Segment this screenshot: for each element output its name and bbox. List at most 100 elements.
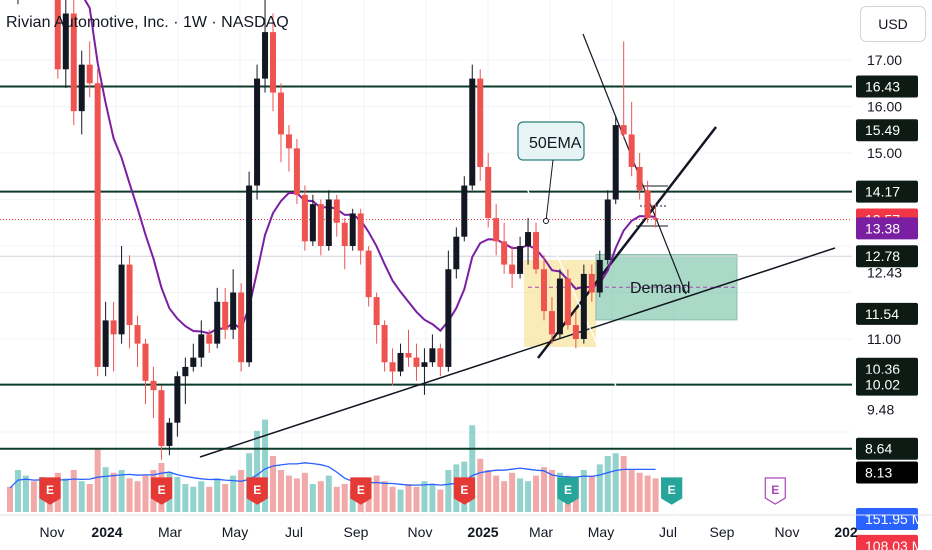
candle[interactable] — [246, 171, 253, 367]
candle[interactable] — [150, 366, 157, 419]
earnings-marker[interactable]: E — [150, 477, 173, 505]
candle[interactable] — [54, 0, 61, 79]
candle[interactable] — [429, 334, 436, 367]
candle[interactable] — [445, 250, 452, 372]
candle[interactable] — [325, 190, 332, 251]
earnings-marker[interactable]: E — [764, 477, 786, 505]
candle[interactable] — [158, 385, 165, 460]
candle[interactable] — [556, 269, 563, 339]
price-label[interactable]: 16.43 — [856, 75, 918, 98]
candle[interactable] — [413, 343, 420, 381]
currency-button[interactable]: USD — [860, 6, 926, 42]
candle[interactable] — [222, 287, 229, 339]
candle[interactable] — [15, 0, 21, 5]
candle[interactable] — [190, 343, 197, 372]
candle[interactable] — [285, 125, 292, 172]
candle[interactable] — [333, 194, 340, 237]
steep-trendline[interactable] — [537, 126, 717, 359]
candle[interactable] — [405, 329, 412, 367]
ema-50-line[interactable] — [10, 0, 656, 335]
candle[interactable] — [540, 255, 547, 321]
earnings-marker[interactable]: E — [350, 477, 372, 505]
price-label[interactable]: 14.17 — [856, 180, 918, 203]
candle[interactable] — [588, 264, 595, 302]
price-label[interactable]: 10.02 — [856, 373, 918, 396]
candle[interactable] — [421, 348, 428, 395]
earnings-marker[interactable]: E — [39, 477, 61, 505]
candle[interactable] — [548, 297, 555, 344]
price-label[interactable]: 108.03 M — [856, 534, 923, 550]
candle[interactable] — [62, 0, 69, 88]
candle[interactable] — [604, 190, 611, 265]
candle[interactable] — [341, 218, 348, 270]
candle[interactable] — [517, 236, 524, 279]
candle[interactable] — [477, 69, 484, 181]
candle[interactable] — [254, 64, 261, 200]
candle[interactable] — [293, 139, 300, 205]
candle[interactable] — [572, 311, 579, 349]
candle[interactable] — [70, 0, 77, 126]
candle[interactable] — [485, 153, 492, 228]
descending-channel-line[interactable] — [459, 39, 621, 396]
candle[interactable] — [238, 283, 245, 372]
candle[interactable] — [214, 287, 221, 349]
candle[interactable] — [628, 101, 635, 177]
candle[interactable] — [397, 343, 404, 377]
candle[interactable] — [270, 13, 277, 112]
candle[interactable] — [126, 255, 133, 349]
price-label[interactable]: 15.49 — [856, 119, 918, 142]
candle[interactable] — [501, 222, 508, 274]
earnings-marker[interactable]: E — [661, 477, 683, 505]
candle[interactable] — [652, 204, 659, 228]
candle[interactable] — [620, 41, 627, 140]
candle[interactable] — [525, 218, 532, 265]
earnings-marker[interactable]: E — [557, 477, 579, 505]
candle[interactable] — [349, 208, 356, 251]
candle[interactable] — [357, 208, 364, 265]
earnings-marker[interactable]: E — [453, 477, 476, 505]
ascending-trendline[interactable] — [199, 247, 836, 458]
candle[interactable] — [198, 320, 205, 367]
ema-callout-box[interactable] — [517, 121, 585, 161]
candle[interactable] — [373, 292, 380, 344]
candle[interactable] — [78, 50, 85, 135]
candle[interactable] — [596, 250, 603, 298]
candle[interactable] — [564, 269, 571, 330]
candle[interactable] — [389, 348, 396, 386]
candle[interactable] — [469, 64, 476, 191]
candle[interactable] — [453, 227, 460, 279]
price-label[interactable]: 11.54 — [856, 302, 918, 325]
candle[interactable] — [612, 115, 619, 205]
price-label[interactable]: 8.64 — [856, 437, 918, 460]
candle[interactable] — [580, 264, 587, 344]
candle[interactable] — [102, 301, 109, 377]
candle[interactable] — [166, 418, 173, 456]
candle[interactable] — [317, 199, 324, 256]
candle[interactable] — [182, 357, 189, 405]
candle[interactable] — [493, 204, 500, 256]
price-label[interactable]: 13.38 — [856, 217, 918, 240]
candle[interactable] — [262, 0, 269, 93]
price-label[interactable]: 12.78 — [856, 245, 918, 268]
candle[interactable] — [636, 153, 643, 200]
candle[interactable] — [118, 246, 125, 344]
earnings-marker[interactable]: E — [246, 477, 268, 505]
candle[interactable] — [86, 41, 93, 98]
time-axis[interactable] — [0, 515, 852, 550]
candle[interactable] — [134, 315, 141, 367]
candle[interactable] — [230, 269, 237, 339]
candle[interactable] — [301, 185, 308, 251]
price-label[interactable]: 8.13 — [856, 461, 918, 484]
candle[interactable] — [94, 69, 101, 377]
candle[interactable] — [437, 343, 444, 377]
candle[interactable] — [142, 339, 149, 405]
candle[interactable] — [533, 222, 540, 274]
candle[interactable] — [644, 180, 651, 223]
candle[interactable] — [309, 194, 316, 246]
candle[interactable] — [461, 176, 468, 242]
price-label[interactable]: 151.95 M — [856, 507, 923, 530]
candle[interactable] — [174, 371, 181, 437]
candle[interactable] — [509, 246, 516, 288]
candle[interactable] — [277, 83, 284, 163]
